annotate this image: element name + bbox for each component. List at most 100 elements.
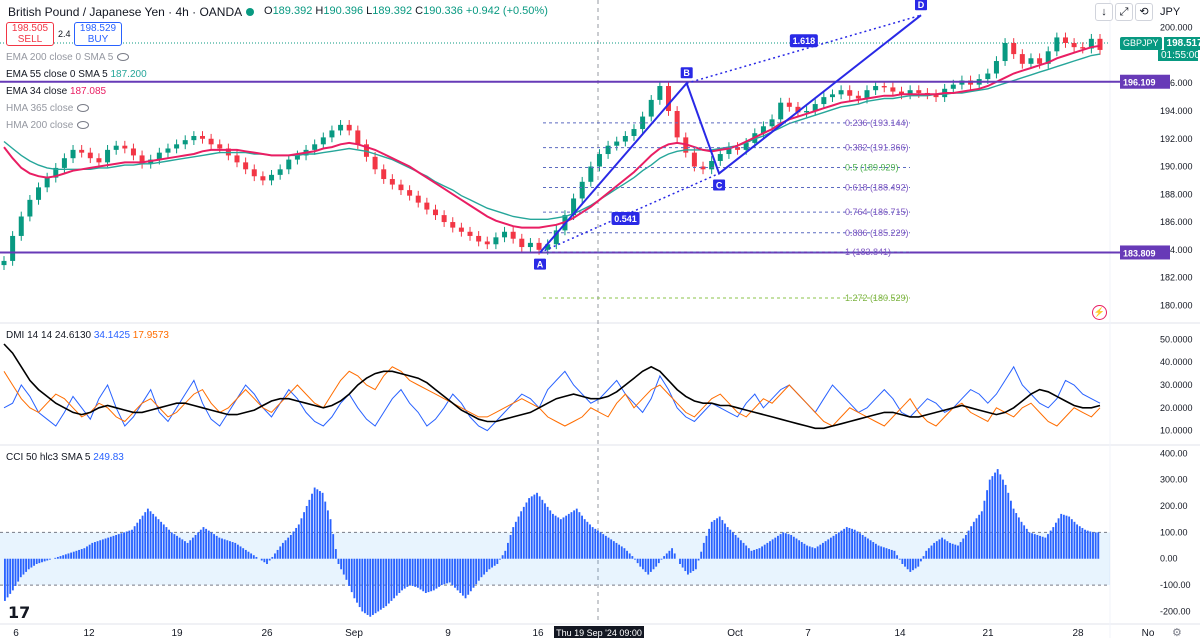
cci-histogram-bar <box>244 549 247 559</box>
candle-body <box>174 144 180 149</box>
cci-histogram-bar <box>798 540 801 559</box>
cci-histogram-bar <box>297 524 300 559</box>
time-axis-tick-label: 19 <box>171 628 183 638</box>
legend-ema200[interactable]: EMA 200 close 0 SMA 5 <box>6 52 130 63</box>
cci-histogram-bar <box>1028 532 1031 559</box>
hidden-eye-icon[interactable] <box>77 104 90 113</box>
maximize-pane-button[interactable]: ⤢ <box>1115 3 1133 21</box>
cci-histogram-bar <box>888 549 891 559</box>
candle-body <box>156 152 162 160</box>
symbol-title[interactable]: British Pound / Japanese Yen · 4h · OAND… <box>8 5 243 19</box>
cci-histogram-bar <box>986 490 989 559</box>
cci-histogram-bar <box>975 518 978 559</box>
legend-dmi[interactable]: DMI 14 14 24.6130 34.1425 17.9573 <box>6 330 169 341</box>
cci-histogram-bar <box>615 542 618 559</box>
lightning-icon[interactable]: ⚡ <box>1092 305 1107 320</box>
candle-body <box>381 169 387 180</box>
cci-histogram-bar <box>1041 536 1044 559</box>
cci-histogram-bar <box>687 558 689 575</box>
cci-histogram-bar <box>263 558 266 563</box>
horizontal-level-label: 183.809 <box>1123 248 1156 258</box>
cci-histogram-bar <box>416 558 419 588</box>
legend-ema55[interactable]: EMA 55 close 0 SMA 5 187.200 <box>6 69 147 80</box>
price-tag-price: 198.517 <box>1163 37 1200 50</box>
price-axis-tick-label: 184.000 <box>1160 245 1193 255</box>
legend-cci[interactable]: CCI 50 hlc3 SMA 5 249.83 <box>6 452 124 463</box>
cci-histogram-bar <box>663 556 666 559</box>
cci-axis-tick-label: 300.00 <box>1160 475 1188 485</box>
legend-cci-label: CCI 50 hlc3 SMA 5 <box>6 452 91 463</box>
cci-histogram-bar <box>316 489 319 559</box>
cci-histogram-bar <box>91 542 94 559</box>
cci-histogram-bar <box>517 516 520 559</box>
cci-histogram-bar <box>848 527 851 559</box>
cci-histogram-bar <box>252 555 255 559</box>
cci-histogram-bar <box>697 558 700 561</box>
cci-histogram-bar <box>877 545 880 559</box>
cci-histogram-bar <box>522 506 525 559</box>
cci-histogram-bar <box>808 546 811 559</box>
legend-hma200[interactable]: HMA 200 close <box>6 120 90 131</box>
cci-histogram-bar <box>761 546 763 559</box>
cci-histogram-bar <box>72 551 75 559</box>
reset-view-button[interactable]: ⟲ <box>1135 3 1153 21</box>
cci-histogram-bar <box>597 530 599 559</box>
hidden-eye-icon[interactable] <box>117 53 130 62</box>
dmi-axis-tick-label: 10.0000 <box>1160 426 1193 436</box>
cci-histogram-bar <box>626 550 628 559</box>
candle-body <box>260 176 266 181</box>
legend-ema55-label: EMA 55 close 0 SMA 5 <box>6 69 108 80</box>
cci-histogram-bar <box>763 544 766 559</box>
legend-hma365[interactable]: HMA 365 close <box>6 103 90 114</box>
cci-histogram-bar <box>496 558 499 564</box>
cci-histogram-bar <box>745 545 748 559</box>
cci-histogram-bar <box>1060 513 1063 559</box>
cci-histogram-bar <box>602 534 605 559</box>
cci-histogram-bar <box>112 535 115 559</box>
candle-body <box>165 148 171 153</box>
cci-histogram-bar <box>472 558 475 588</box>
cci-histogram-bar <box>890 549 893 559</box>
cci-histogram-bar <box>525 502 528 559</box>
buy-button[interactable]: 198.529 BUY <box>74 22 122 46</box>
candle-body <box>493 237 499 245</box>
cci-histogram-bar <box>448 558 451 583</box>
cci-histogram-bar <box>716 518 718 559</box>
dmi-axis-tick-label: 40.0000 <box>1160 357 1193 367</box>
sell-button[interactable]: 198.505 SELL <box>6 22 54 46</box>
cci-histogram-bar <box>747 548 750 559</box>
cci-histogram-bar <box>6 558 9 598</box>
cci-histogram-bar <box>618 544 621 559</box>
cci-histogram-bar <box>30 558 33 568</box>
cci-histogram-bar <box>308 499 311 559</box>
candle-body <box>666 86 672 112</box>
cci-histogram-bar <box>67 553 70 559</box>
cci-histogram-bar <box>668 550 671 559</box>
cci-histogram-bar <box>647 558 650 575</box>
settings-gear-icon[interactable]: ⚙ <box>1172 627 1182 639</box>
cci-histogram-bar <box>488 558 491 570</box>
cci-histogram-bar <box>406 558 409 587</box>
collapse-arrow-button[interactable]: ↓ <box>1095 3 1113 21</box>
tradingview-logo: 17 <box>8 603 31 622</box>
cci-histogram-bar <box>170 532 173 559</box>
cci-histogram-bar <box>350 558 353 593</box>
cci-histogram-bar <box>829 537 832 559</box>
fib-level-label: 0.236 (193.144) <box>845 118 909 128</box>
cci-histogram-bar <box>541 499 544 559</box>
cci-histogram-bar <box>395 558 398 596</box>
cci-histogram-bar <box>305 506 308 559</box>
cci-histogram-bar <box>822 542 824 559</box>
cci-histogram-bar <box>461 558 464 596</box>
legend-ema34[interactable]: EMA 34 close 187.085 <box>6 86 106 97</box>
candle-body <box>812 104 818 112</box>
cci-histogram-bar <box>996 469 999 559</box>
cci-histogram-bar <box>446 558 448 584</box>
cci-histogram-bar <box>213 534 215 559</box>
cci-histogram-bar <box>567 513 570 559</box>
cci-histogram-bar <box>440 558 443 586</box>
hidden-eye-icon[interactable] <box>77 121 90 130</box>
cci-histogram-bar <box>665 553 668 559</box>
cci-histogram-bar <box>962 538 965 559</box>
